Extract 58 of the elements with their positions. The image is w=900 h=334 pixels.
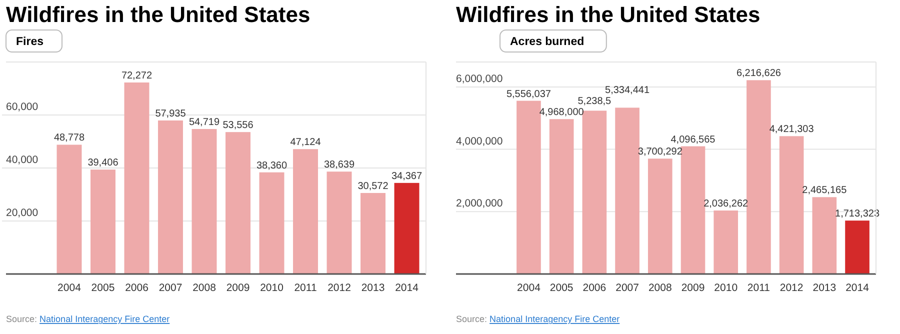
tab: Acres burned xyxy=(500,30,607,52)
x-tick-label: 2011 xyxy=(294,282,317,294)
y-tick-label: 4,000,000 xyxy=(456,135,503,148)
data-label: 2,465,165 xyxy=(802,185,848,196)
y-tick-label: 60,000 xyxy=(6,101,38,113)
x-tick-label: 2004 xyxy=(58,282,82,294)
x-tick-label: 2004 xyxy=(517,282,541,294)
source-note: Source: National Interagency Fire Center xyxy=(6,314,170,324)
data-label: 6,216,626 xyxy=(736,68,782,80)
x-tick-label: 2008 xyxy=(192,282,216,294)
data-label: 72,272 xyxy=(121,70,152,82)
tab: Fires xyxy=(6,30,62,52)
data-label: 3,700,292 xyxy=(638,146,683,158)
data-label: 4,968,000 xyxy=(539,107,584,118)
x-tick-label: 2014 xyxy=(395,282,419,294)
x-tick-label: 2006 xyxy=(125,282,149,294)
chart-subtitle: Fires xyxy=(16,36,44,48)
x-tick-label: 2012 xyxy=(780,282,804,294)
data-label: 2,036,262 xyxy=(704,198,749,210)
data-label: 57,935 xyxy=(155,108,186,120)
data-label: 48,778 xyxy=(54,132,85,144)
x-tick-label: 2010 xyxy=(260,282,284,294)
x-tick-label: 2014 xyxy=(846,282,870,294)
y-tick-label: 40,000 xyxy=(6,154,38,166)
y-tick-label: 2,000,000 xyxy=(456,198,503,210)
y-tick-label: 6,000,000 xyxy=(456,72,503,85)
data-label: 34,367 xyxy=(391,170,422,182)
x-tick-label: 2006 xyxy=(582,282,606,294)
data-label: 53,556 xyxy=(222,120,254,132)
x-tick-label: 2012 xyxy=(328,282,352,294)
chart-subtitle: Acres burned xyxy=(510,36,584,48)
x-tick-label: 2009 xyxy=(226,282,250,294)
data-label: 47,124 xyxy=(290,137,322,148)
chart-title: Wildfires in the United States xyxy=(456,2,760,27)
data-label: 5,238,5 xyxy=(578,96,612,108)
x-tick-label: 2007 xyxy=(158,282,182,294)
x-tick-label: 2009 xyxy=(681,282,705,294)
chart-title: Wildfires in the United States xyxy=(6,2,310,27)
x-tick-label: 2005 xyxy=(550,282,574,294)
data-label: 1,713,323 xyxy=(835,208,880,220)
data-label: 4,421,303 xyxy=(769,124,814,136)
x-tick-label: 2007 xyxy=(616,282,640,294)
data-label: 38,639 xyxy=(324,160,355,171)
data-label: 5,334,441 xyxy=(605,85,650,96)
x-tick-label: 2013 xyxy=(361,282,385,294)
x-tick-label: 2005 xyxy=(91,282,115,294)
data-label: 54,719 xyxy=(188,116,220,128)
source-note: Source: National Interagency Fire Center xyxy=(456,314,620,324)
x-tick-label: 2010 xyxy=(714,282,738,294)
x-tick-label: 2008 xyxy=(648,282,672,294)
data-label: 5,556,037 xyxy=(506,88,552,100)
data-label: 39,406 xyxy=(88,158,119,169)
y-tick-label: 20,000 xyxy=(6,207,38,219)
x-tick-label: 2013 xyxy=(812,282,836,294)
data-label: 30,572 xyxy=(358,180,389,192)
data-label: 38,360 xyxy=(256,160,288,172)
x-tick-label: 2011 xyxy=(747,282,770,294)
data-label: 4,096,565 xyxy=(670,134,716,146)
